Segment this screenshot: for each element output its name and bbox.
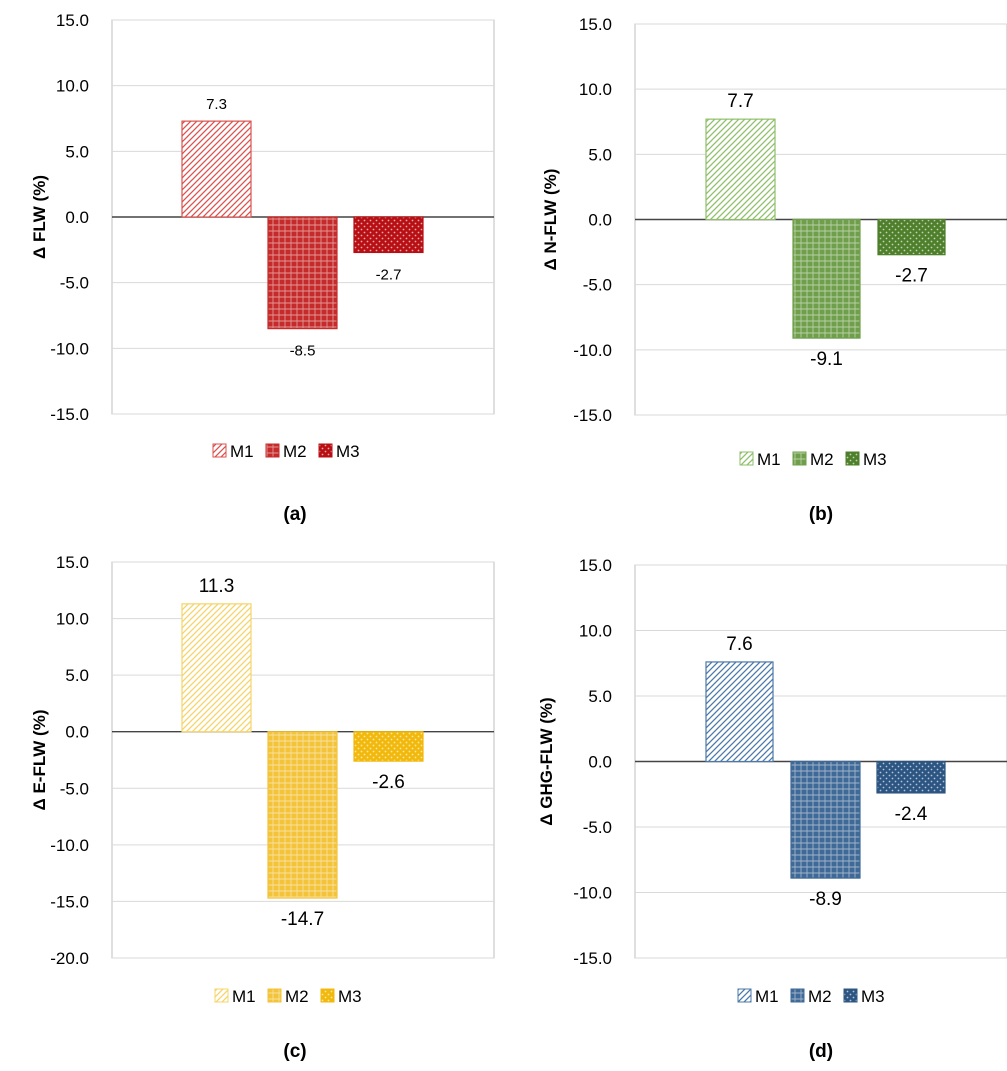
bar-m3 xyxy=(876,760,946,794)
legend: M1 M2 M3 xyxy=(737,987,885,1006)
bar-m3 xyxy=(877,218,946,256)
legend-swatch-m3 xyxy=(843,988,858,1003)
y-tick-label: 10.0 xyxy=(56,77,89,96)
legend: M1 M2 M3 xyxy=(739,450,887,469)
y-tick-label: 0.0 xyxy=(65,208,89,227)
y-tick-label: 0.0 xyxy=(588,211,612,230)
y-tick-label: 10.0 xyxy=(579,80,612,99)
y-tick-label: -10.0 xyxy=(50,836,89,855)
y-tick-label: -5.0 xyxy=(60,274,89,293)
legend: M1 M2 M3 xyxy=(214,987,362,1006)
y-tick-label: -10.0 xyxy=(573,341,612,360)
bar-m1 xyxy=(181,120,252,218)
y-tick-label: 5.0 xyxy=(588,687,612,706)
bar-m2 xyxy=(790,760,861,879)
legend-swatch-m2 xyxy=(267,988,282,1003)
legend-swatch-m2 xyxy=(790,988,805,1003)
legend-swatch-m1 xyxy=(214,988,229,1003)
bar-m1 xyxy=(705,661,774,763)
legend-label: M3 xyxy=(336,442,360,461)
y-tick-label: 15.0 xyxy=(56,11,89,30)
data-label: -2.7 xyxy=(895,266,928,287)
panel-label: (d) xyxy=(809,1041,833,1062)
y-tick-label: -15.0 xyxy=(573,406,612,425)
legend-swatch-m3 xyxy=(320,988,335,1003)
y-tick-label: 15.0 xyxy=(579,556,612,575)
y-tick-label: -10.0 xyxy=(50,339,89,358)
data-label: -8.5 xyxy=(290,343,316,360)
y-axis-label: Δ FLW (%) xyxy=(30,175,49,259)
data-label: -14.7 xyxy=(281,909,324,930)
legend-label: M1 xyxy=(755,987,779,1006)
y-axis-label: Δ E-FLW (%) xyxy=(30,710,49,811)
data-label: -8.9 xyxy=(809,889,842,910)
data-label: 7.7 xyxy=(727,91,753,112)
legend-label: M1 xyxy=(757,450,781,469)
y-tick-label: -15.0 xyxy=(50,405,89,424)
data-label: 7.3 xyxy=(206,96,227,113)
y-tick-label: -5.0 xyxy=(60,779,89,798)
data-label: -9.1 xyxy=(810,349,843,370)
legend-swatch-m1 xyxy=(737,988,752,1003)
y-tick-label: 5.0 xyxy=(65,666,89,685)
chart-panel-2: -15.0 -10.0 -5.0 0.0 5.0 10.0 15.0 7.7 -9.1 -2.7 Δ… xyxy=(541,15,1007,525)
legend-label: M2 xyxy=(283,442,307,461)
y-tick-label: -20.0 xyxy=(50,949,89,968)
legend-swatch-m3 xyxy=(318,443,333,458)
y-tick-label: -5.0 xyxy=(583,818,612,837)
legend-label: M2 xyxy=(285,987,309,1006)
data-label: 11.3 xyxy=(199,576,235,597)
y-tick-label: -15.0 xyxy=(50,892,89,911)
y-tick-label: 10.0 xyxy=(56,610,89,629)
chart-panel-3: -20.0 -15.0 -10.0 -5.0 0.0 5.0 10.0 15.0 11.3 -14… xyxy=(30,553,495,1062)
bar-m1 xyxy=(181,603,252,733)
panel-label: (b) xyxy=(809,504,833,525)
data-label: -2.4 xyxy=(895,804,928,825)
data-label: -2.7 xyxy=(376,266,402,283)
y-tick-label: 5.0 xyxy=(588,145,612,164)
bar-m2 xyxy=(792,218,861,339)
y-tick-label: 5.0 xyxy=(65,142,89,161)
chart-panel-1: -15.0 -10.0 -5.0 0.0 5.0 10.0 15.0 7.3 -8.5 -2.7 Δ… xyxy=(30,11,495,525)
y-tick-label: 0.0 xyxy=(588,753,612,772)
data-label: 7.6 xyxy=(726,634,752,655)
legend-swatch-m1 xyxy=(739,451,754,466)
legend-label: M3 xyxy=(338,987,362,1006)
bar-m2 xyxy=(267,216,338,330)
data-label: -2.6 xyxy=(372,772,405,793)
legend: M1 M2 M3 xyxy=(212,442,360,461)
y-tick-label: 15.0 xyxy=(579,15,612,34)
legend-label: M2 xyxy=(810,450,834,469)
y-tick-label: -15.0 xyxy=(573,949,612,968)
legend-swatch-m2 xyxy=(792,451,807,466)
chart-panel-4: -15.0 -10.0 -5.0 0.0 5.0 10.0 15.0 7.6 -8.9 -2.4 Δ… xyxy=(537,556,1007,1062)
y-tick-label: -10.0 xyxy=(573,884,612,903)
legend-label: M1 xyxy=(232,987,256,1006)
legend-label: M3 xyxy=(863,450,887,469)
bar-m1 xyxy=(705,118,776,221)
y-axis-label: Δ N-FLW (%) xyxy=(541,169,560,271)
legend-swatch-m1 xyxy=(212,443,227,458)
panel-label: (c) xyxy=(283,1041,306,1062)
legend-label: M2 xyxy=(808,987,832,1006)
bar-m3 xyxy=(353,216,424,254)
y-tick-label: 15.0 xyxy=(56,553,89,572)
y-tick-label: 10.0 xyxy=(579,622,612,641)
bar-m2 xyxy=(267,731,338,899)
legend-label: M1 xyxy=(230,442,254,461)
y-tick-label: -5.0 xyxy=(583,276,612,295)
legend-label: M3 xyxy=(861,987,885,1006)
legend-swatch-m2 xyxy=(265,443,280,458)
panel-label: (a) xyxy=(283,504,306,525)
y-axis-label: Δ GHG-FLW (%) xyxy=(537,697,556,825)
bar-m3 xyxy=(353,731,424,762)
y-tick-label: 0.0 xyxy=(65,723,89,742)
legend-swatch-m3 xyxy=(845,451,860,466)
